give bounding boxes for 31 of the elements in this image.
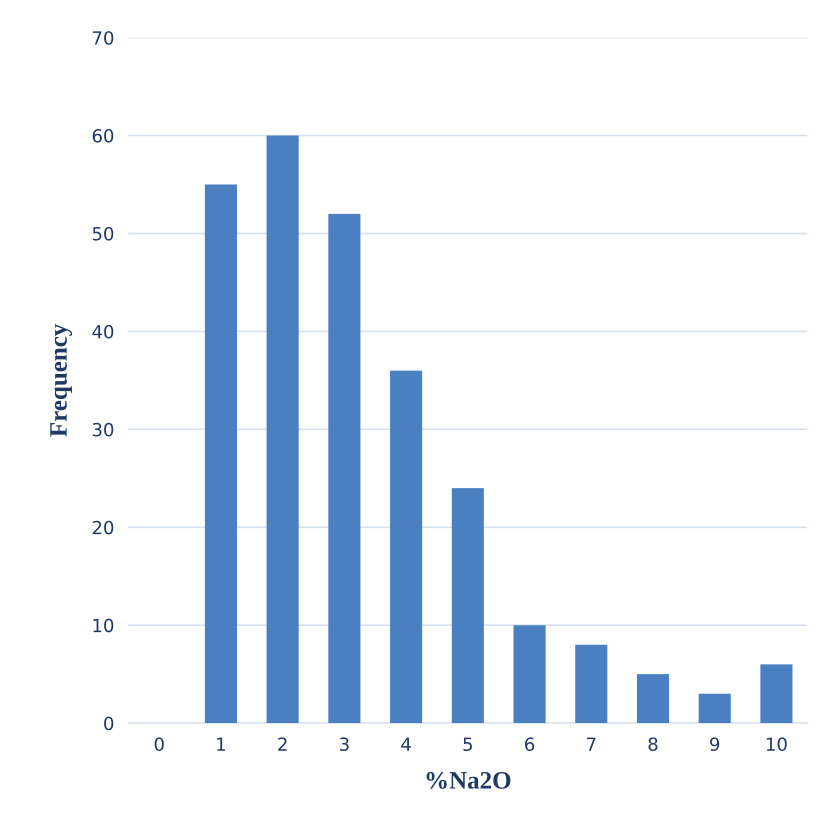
bar xyxy=(328,214,360,724)
y-tick-label: 60 xyxy=(92,129,114,143)
y-tick-label: 20 xyxy=(92,520,114,534)
x-tick-label: 4 xyxy=(401,738,411,751)
bar xyxy=(390,370,422,724)
x-tick-label: 8 xyxy=(648,737,658,752)
x-tick-label: 7 xyxy=(587,738,596,751)
x-tick-label: 2 xyxy=(278,737,287,751)
x-tick-label: 6 xyxy=(525,737,534,752)
x-tick-label: 5 xyxy=(463,738,472,752)
x-tick-label: 10 xyxy=(766,737,787,752)
bar xyxy=(452,488,484,724)
y-tick-label: 0 xyxy=(104,716,114,730)
bar xyxy=(513,625,546,724)
x-tick-label: 1 xyxy=(217,738,225,751)
bar xyxy=(266,136,299,724)
y-tick-label: 40 xyxy=(92,324,114,339)
y-tick-label: 10 xyxy=(93,618,114,632)
bar xyxy=(636,674,670,724)
x-axis-title: %Na2O xyxy=(426,772,510,789)
bar xyxy=(760,664,792,724)
bar xyxy=(575,644,608,724)
x-tick-label: 0 xyxy=(154,737,164,752)
x-tick-label: 3 xyxy=(340,737,349,752)
bar xyxy=(698,694,731,724)
x-tick-label: 9 xyxy=(710,737,720,752)
y-tick-label: 30 xyxy=(92,422,114,436)
y-axis-title: Frequency xyxy=(50,324,72,437)
y-tick-label: 70 xyxy=(92,31,114,45)
bar xyxy=(204,184,237,724)
y-tick-label: 50 xyxy=(92,226,114,241)
